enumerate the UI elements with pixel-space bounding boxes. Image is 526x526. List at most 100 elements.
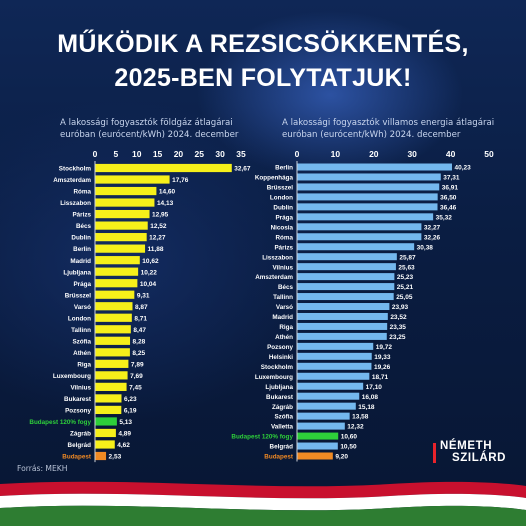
gas-value-label: 12,52: [150, 223, 167, 230]
electricity-value-label: 16,08: [362, 394, 379, 401]
electricity-category-label: Madrid: [272, 314, 293, 321]
gas-value-label: 7,89: [131, 361, 144, 368]
electricity-category-label: Dublin: [273, 204, 293, 211]
gas-bar: [95, 198, 155, 207]
electricity-category-label: Pozsony: [267, 344, 293, 351]
flag-white-stripe: [0, 493, 526, 511]
gas-bar: [95, 233, 147, 242]
gas-bar: [95, 336, 131, 345]
gas-bar: [95, 302, 133, 311]
gas-category-label: Párizs: [72, 212, 91, 219]
gas-category-label: Bukarest: [64, 396, 92, 403]
electricity-x-tick-label: 0: [295, 149, 300, 159]
electricity-category-label: Róma: [276, 234, 294, 241]
electricity-category-label: Athén: [275, 334, 293, 341]
electricity-category-label: Budapest 120% fogy: [231, 434, 293, 441]
gas-category-label: Stockholm: [59, 166, 92, 173]
electricity-bar: [297, 372, 370, 380]
electricity-value-label: 30,38: [417, 244, 434, 251]
gas-category-label: Bécs: [76, 223, 92, 230]
gas-chart-subtitle: A lakossági fogyasztók földgáz átlagárai…: [60, 117, 290, 141]
electricity-value-label: 9,20: [335, 454, 348, 461]
electricity-bar: [297, 253, 397, 261]
electricity-bar: [297, 392, 360, 400]
gas-category-label: Brüsszel: [65, 292, 91, 299]
electricity-value-label: 12,32: [347, 424, 364, 431]
gas-chart-subtitle-line1: A lakossági fogyasztók földgáz átlagárai: [60, 118, 233, 128]
gas-value-label: 8,87: [135, 304, 148, 311]
electricity-bar: [297, 412, 350, 420]
electricity-value-label: 35,32: [436, 214, 453, 221]
electricity-value-label: 19,26: [374, 364, 391, 371]
electricity-bar: [297, 233, 422, 241]
gas-value-label: 7,45: [129, 384, 142, 391]
gas-bar: [95, 175, 170, 184]
logo-line2: SZILÁRD: [452, 452, 507, 464]
electricity-bar: [297, 163, 452, 171]
electricity-value-label: 23,93: [392, 304, 409, 311]
gas-chart-subtitle-line2: euróban (eurócent/kWh) 2024. december: [60, 130, 239, 140]
electricity-category-label: Berlin: [275, 165, 293, 172]
gas-category-label: Lisszabon: [60, 200, 91, 207]
gas-bar: [95, 163, 232, 173]
electricity-category-label: Bécs: [278, 284, 294, 291]
electricity-bar: [297, 422, 345, 430]
gas-bar: [95, 325, 131, 334]
electricity-bar: [297, 432, 339, 440]
electricity-category-label: Amszterdam: [255, 274, 293, 281]
gas-bar: [95, 440, 115, 449]
electricity-value-label: 32,26: [424, 234, 441, 241]
gas-bar: [95, 417, 117, 426]
gas-x-tick-label: 0: [93, 149, 98, 159]
electricity-category-label: Helsinki: [269, 354, 293, 361]
flag-green-stripe: [0, 505, 526, 526]
gas-category-label: Zágráb: [70, 431, 91, 438]
electricity-bar: [297, 362, 372, 370]
electricity-category-label: Budapest: [264, 454, 294, 461]
electricity-value-label: 37,31: [443, 175, 460, 182]
electricity-bar: [297, 183, 440, 191]
electricity-category-label: Zágráb: [272, 404, 293, 411]
electricity-category-label: Riga: [279, 324, 293, 331]
electricity-category-label: Brüsszel: [267, 185, 293, 192]
electricity-x-tick-label: 20: [369, 149, 379, 159]
electricity-value-label: 36,50: [440, 194, 457, 201]
electricity-chart-subtitle: A lakossági fogyasztók villamos energia …: [282, 117, 522, 141]
gas-bar: [95, 279, 138, 288]
electricity-x-tick-label: 40: [446, 149, 456, 159]
gas-value-label: 8,28: [133, 338, 146, 345]
electricity-bar: [297, 303, 390, 311]
gas-bar: [95, 290, 135, 299]
electricity-value-label: 25,63: [398, 264, 415, 271]
gas-value-label: 11,88: [148, 246, 164, 253]
electricity-bar: [297, 402, 356, 410]
page-title-line1: MŰKÖDIK A REZSICSÖKKENTÉS,: [57, 30, 469, 58]
electricity-value-label: 13,58: [352, 414, 369, 421]
electricity-category-label: Vilnius: [272, 264, 293, 271]
electricity-value-label: 19,33: [374, 354, 391, 361]
gas-category-label: Pozsony: [65, 408, 91, 415]
electricity-value-label: 19,72: [376, 344, 393, 351]
gas-value-label: 12,27: [149, 235, 166, 242]
electricity-value-label: 25,87: [399, 254, 416, 261]
electricity-bar: [297, 193, 438, 201]
gas-bar: [95, 313, 132, 322]
electricity-category-label: Belgrád: [270, 444, 294, 451]
electricity-bar: [297, 283, 395, 291]
gas-category-label: Ljubljana: [63, 269, 91, 276]
electricity-bar: [297, 173, 441, 181]
gas-value-label: 9,31: [137, 292, 150, 299]
gas-bar: [95, 359, 129, 368]
electricity-value-label: 23,52: [390, 314, 407, 321]
electricity-value-label: 17,10: [366, 384, 383, 391]
electricity-category-label: Nicosia: [271, 224, 294, 231]
electricity-value-label: 36,91: [442, 185, 459, 192]
electricity-bar: [297, 213, 434, 221]
electricity-value-label: 36,46: [440, 204, 457, 211]
electricity-value-label: 10,60: [341, 434, 358, 441]
gas-category-label: Belgrád: [68, 442, 92, 449]
electricity-chart-subtitle-line2: euróban (eurócent/kWh) 2024. december: [282, 130, 461, 140]
gas-price-chart: 0 5 10 15 20 25 30 35 Stockholm 32,67 Amszterdam 17…: [29, 149, 251, 463]
